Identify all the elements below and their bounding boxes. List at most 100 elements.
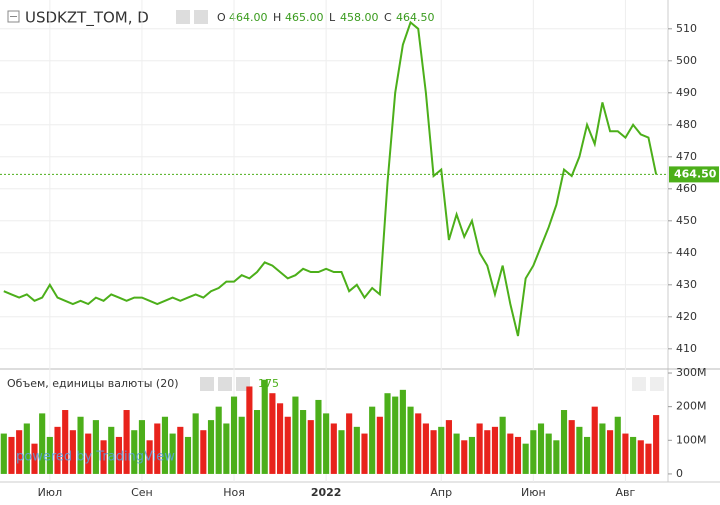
volume-bar xyxy=(215,406,222,474)
volume-bar xyxy=(207,420,215,474)
volume-bar xyxy=(277,403,284,474)
y-tick-label: 490 xyxy=(676,86,697,99)
x-tick-label: Апр xyxy=(430,486,452,499)
volume-bar xyxy=(392,396,399,474)
volume-bar xyxy=(637,440,644,474)
volume-bar xyxy=(300,410,307,474)
settings-icon[interactable] xyxy=(194,10,208,24)
volume-bar xyxy=(16,430,23,474)
y-tick-label: 200M xyxy=(676,400,707,413)
volume-bar xyxy=(307,420,314,474)
volume-bar xyxy=(560,410,568,474)
volume-bar xyxy=(499,416,506,474)
volume-bar xyxy=(591,406,598,474)
volume-bar xyxy=(115,436,122,474)
x-tick-label: Июл xyxy=(38,486,63,499)
volume-bar xyxy=(553,440,560,474)
volume-bar xyxy=(39,413,46,474)
y-tick-label: 300M xyxy=(676,366,707,379)
volume-bar xyxy=(645,443,652,474)
volume-bar xyxy=(614,416,621,474)
y-tick-label: 430 xyxy=(676,278,697,291)
y-tick-label: 500 xyxy=(676,54,697,67)
y-tick-label: 410 xyxy=(676,342,697,355)
watermark: powered by TradingView xyxy=(16,450,175,465)
volume-bar xyxy=(284,416,291,474)
volume-bar xyxy=(422,423,429,474)
volume-bar xyxy=(522,443,529,474)
volume-bar xyxy=(484,430,491,474)
volume-bar xyxy=(430,430,437,474)
price-line xyxy=(3,20,658,337)
volume-bar xyxy=(54,426,61,474)
ohlc-value: 458.00 xyxy=(340,11,379,24)
volume-bar xyxy=(438,426,445,474)
y-tick-label: 450 xyxy=(676,214,697,227)
y-tick-label: 510 xyxy=(676,22,697,35)
y-tick-label: 440 xyxy=(676,246,697,259)
settings-icon[interactable] xyxy=(218,377,232,391)
volume-bar xyxy=(330,423,337,474)
volume-bar xyxy=(315,399,322,474)
volume-bar xyxy=(653,415,660,474)
volume-bar xyxy=(491,426,499,474)
volume-bar xyxy=(108,426,115,474)
pane-up-button[interactable] xyxy=(632,377,646,391)
volume-bar xyxy=(361,433,368,474)
volume-bar xyxy=(85,433,92,474)
ohlc-value: 464.50 xyxy=(396,11,435,24)
volume-bar xyxy=(407,406,414,474)
volume-bar xyxy=(92,420,99,474)
volume-bar xyxy=(200,430,207,474)
volume-bar xyxy=(323,413,330,474)
volume-bar xyxy=(146,440,153,474)
ohlc-label: O xyxy=(217,11,226,24)
volume-bar xyxy=(123,410,130,474)
volume-bar xyxy=(583,436,591,474)
volume-bar xyxy=(622,433,629,474)
volume-last-value: 175 xyxy=(258,377,279,390)
volume-bar xyxy=(369,406,376,474)
settings-icon[interactable] xyxy=(200,377,214,391)
settings-icon[interactable] xyxy=(176,10,190,24)
volume-bar xyxy=(537,423,545,474)
volume-bar xyxy=(131,430,138,474)
volume-bar xyxy=(507,433,514,474)
volume-bar xyxy=(269,393,276,474)
x-tick-label: Ноя xyxy=(223,486,245,499)
volume-bar xyxy=(514,436,522,474)
volume-bar xyxy=(69,430,76,474)
last-price-label: 464.50 xyxy=(674,167,717,180)
volume-bar xyxy=(338,430,345,474)
pane-down-button[interactable] xyxy=(650,377,664,391)
volume-bar xyxy=(246,386,253,474)
volume-bar xyxy=(576,426,583,474)
symbol-title: USDKZT_TOM, D xyxy=(25,9,149,28)
collapse-icon[interactable] xyxy=(7,10,20,23)
y-tick-label: 470 xyxy=(676,150,697,163)
volume-bar xyxy=(253,410,261,474)
x-tick-label: Авг xyxy=(616,486,636,499)
ohlc-label: H xyxy=(273,11,281,24)
volume-bar xyxy=(445,420,452,474)
volume-bar xyxy=(461,440,468,474)
ohlc-value: 465.00 xyxy=(285,11,324,24)
volume-bar xyxy=(545,433,552,474)
volume-bar xyxy=(238,416,245,474)
volume-bar xyxy=(8,436,15,474)
x-tick-label: 2022 xyxy=(311,486,342,499)
volume-bar xyxy=(468,436,476,474)
volume-bar xyxy=(192,413,199,474)
volume-bar xyxy=(453,433,460,474)
ohlc-label: L xyxy=(329,11,336,24)
ohlc-value: 464.00 xyxy=(229,11,268,24)
volume-bar xyxy=(384,393,391,474)
volume-bar xyxy=(376,416,383,474)
volume-bar xyxy=(23,423,30,474)
volume-title: Объем, единицы валюты (20) xyxy=(7,377,179,390)
volume-bar xyxy=(169,433,176,474)
volume-bar xyxy=(353,426,360,474)
y-tick-label: 420 xyxy=(676,310,697,323)
volume-bar xyxy=(292,396,299,474)
y-tick-label: 0 xyxy=(676,467,683,480)
